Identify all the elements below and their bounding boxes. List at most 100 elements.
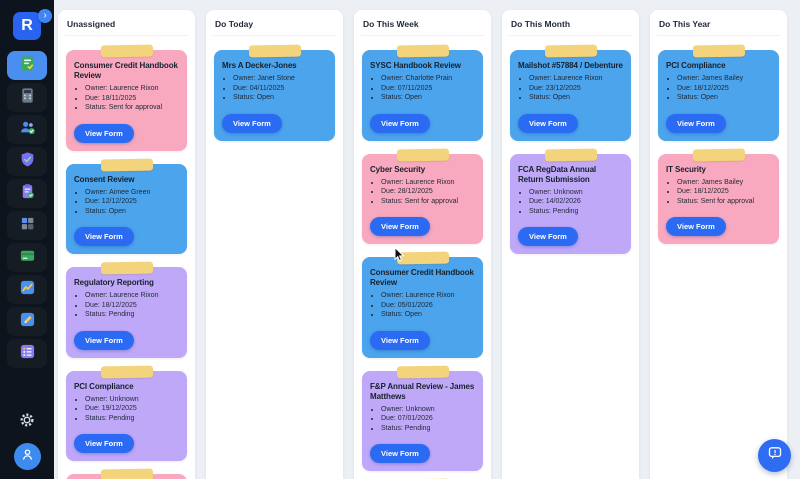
- card-detail: Due: 04/11/2025: [233, 85, 327, 92]
- view-form-button[interactable]: View Form: [370, 217, 430, 236]
- task-card[interactable]: SYSC Handbook Review Owner: Charlotte Pr…: [362, 44, 483, 141]
- view-form-button[interactable]: View Form: [518, 113, 578, 133]
- card-detail: Due: 14/02/2026: [529, 198, 623, 205]
- task-card[interactable]: Regulatory Reporting Owner: Laurence Rix…: [66, 261, 187, 358]
- column-cards: PCI Compliance Owner: James Bailey Due: 1…: [657, 36, 780, 244]
- task-card[interactable]: Cyber Security Owner: Laurence Rixon Due:…: [362, 148, 483, 244]
- sticky-tab-icon: [692, 148, 745, 161]
- task-card[interactable]: IT Security Owner: James Bailey Due: 18/1…: [658, 148, 779, 244]
- sticky-tab-icon: [396, 251, 449, 265]
- card-details: Owner: James Bailey Due: 18/12/2025 Status…: [666, 75, 771, 101]
- sidebar-expand-button[interactable]: ›: [38, 9, 52, 23]
- board-columns: Unassigned Consumer Credit Handbook Revi…: [54, 0, 800, 479]
- sticky-tab-icon: [100, 261, 153, 275]
- view-form-button[interactable]: View Form: [74, 330, 134, 350]
- person-icon: [20, 447, 35, 467]
- board-column: Do This Year PCI Compliance Owner: James…: [650, 10, 787, 479]
- task-card[interactable]: Consent Review Owner: Aimee Green Due: 12…: [66, 158, 187, 254]
- view-form-button[interactable]: View Form: [370, 330, 430, 350]
- card-detail: Owner: Laurence Rixon: [85, 85, 179, 92]
- card-detail: Due: 18/11/2025: [85, 95, 179, 102]
- card-detail: Owner: James Bailey: [677, 179, 771, 186]
- sidebar: R: [0, 0, 54, 479]
- nav-item-analytics[interactable]: [7, 275, 47, 304]
- layout-grid-icon: [19, 215, 36, 237]
- feedback-button[interactable]: [758, 439, 791, 472]
- card-detail: Owner: Laurence Rixon: [381, 179, 475, 186]
- card-detail: Status: Pending: [85, 311, 179, 318]
- view-form-button[interactable]: View Form: [370, 444, 430, 463]
- card-title: FCA RegData Annual Return Submission: [518, 164, 597, 184]
- nav-item-task-board[interactable]: [7, 51, 47, 80]
- sticky-tab-icon: [396, 44, 449, 58]
- nav-item-layouts[interactable]: [7, 211, 47, 240]
- view-form-button[interactable]: View Form: [74, 227, 134, 246]
- sticky-tab-icon: [100, 365, 153, 378]
- card-title: F&P Annual Review - James Matthews: [370, 381, 475, 401]
- task-card[interactable]: Mrs A Decker-Jones Owner: Janet Stone Due…: [214, 44, 335, 141]
- task-card[interactable]: F&P Annual Review - James Matthews Owner…: [362, 365, 483, 471]
- gear-icon: [19, 412, 35, 433]
- app-logo-letter: R: [21, 17, 33, 34]
- task-card[interactable]: PCI Compliance Owner: James Bailey Due: 1…: [658, 44, 779, 141]
- task-card[interactable]: Compliance Report - Credit Broking Owner…: [66, 468, 187, 479]
- app-logo[interactable]: R: [13, 12, 41, 40]
- nav-item-compliance[interactable]: [7, 147, 47, 176]
- card-detail: Due: 18/12/2025: [85, 302, 179, 309]
- nav-item-documents[interactable]: [7, 179, 47, 208]
- board-column: Unassigned Consumer Credit Handbook Revi…: [58, 10, 195, 479]
- card-title: PCI Compliance: [666, 61, 726, 70]
- board-column: Do This Month Mailshot #57884 / Debentur…: [502, 10, 639, 479]
- edit-pencil-icon: [19, 311, 36, 333]
- sticky-tab-icon: [544, 44, 597, 58]
- card-title: SYSC Handbook Review: [370, 61, 461, 70]
- task-card[interactable]: FCA RegData Annual Return Submission Own…: [510, 148, 631, 254]
- task-card[interactable]: PCI Compliance Owner: Unknown Due: 19/12/…: [66, 365, 187, 461]
- card-detail: Status: Open: [529, 94, 623, 101]
- user-avatar-button[interactable]: [13, 443, 41, 470]
- board-column: Do Today Mrs A Decker-Jones Owner: Janet…: [206, 10, 343, 479]
- card-details: Owner: Laurence Rixon Due: 18/12/2025 Stat…: [74, 292, 179, 318]
- nav-item-checklists[interactable]: [7, 339, 47, 368]
- card-detail: Due: 12/12/2025: [85, 198, 179, 205]
- card-details: Owner: Charlotte Prain Due: 07/11/2025 Sta…: [370, 75, 475, 101]
- card-detail: Status: Sent for approval: [381, 198, 475, 205]
- card-title: Mrs A Decker-Jones: [222, 61, 297, 70]
- nav-item-cards[interactable]: [7, 243, 47, 272]
- task-card[interactable]: Consumer Credit Handbook Review Owner: L…: [66, 44, 187, 151]
- sticky-tab-icon: [396, 365, 449, 378]
- nav-item-editor[interactable]: [7, 307, 47, 336]
- sticky-tab-icon: [396, 148, 449, 161]
- view-form-button[interactable]: View Form: [74, 123, 134, 143]
- card-details: Owner: Aimee Green Due: 12/12/2025 Status:…: [74, 189, 179, 215]
- card-details: Owner: Laurence Rixon Due: 28/12/2025 Stat…: [370, 179, 475, 205]
- column-title: Do Today: [213, 17, 336, 36]
- nav-item-contacts[interactable]: [7, 115, 47, 144]
- nav-item-calculator[interactable]: [7, 83, 47, 112]
- sticky-tab-icon: [692, 44, 745, 58]
- task-card[interactable]: Consumer Credit Handbook Review Owner: L…: [362, 251, 483, 358]
- card-title: Consumer Credit Handbook Review: [74, 61, 178, 80]
- card-detail: Due: 18/12/2025: [677, 188, 771, 195]
- settings-button[interactable]: [15, 410, 39, 434]
- view-form-button[interactable]: View Form: [74, 434, 134, 453]
- task-card[interactable]: Mailshot #57884 / Debenture Owner: Laure…: [510, 44, 631, 141]
- view-form-button[interactable]: View Form: [666, 217, 726, 236]
- column-cards: Mailshot #57884 / Debenture Owner: Laure…: [509, 36, 632, 254]
- card-detail: Owner: James Bailey: [677, 75, 771, 82]
- view-form-button[interactable]: View Form: [370, 113, 430, 133]
- column-title: Do This Week: [361, 17, 484, 36]
- view-form-button[interactable]: View Form: [222, 113, 282, 133]
- board-column: Do This Week SYSC Handbook Review Owner:…: [354, 10, 491, 479]
- chevron-right-icon: ›: [43, 10, 47, 21]
- view-form-button[interactable]: View Form: [518, 227, 578, 246]
- card-detail: Due: 07/01/2026: [381, 415, 475, 422]
- card-detail: Status: Open: [85, 208, 179, 215]
- card-detail: Due: 18/12/2025: [677, 85, 771, 92]
- card-title: Mailshot #57884 / Debenture: [518, 61, 623, 70]
- sidebar-bottom: [13, 410, 41, 479]
- column-title: Do This Year: [657, 17, 780, 36]
- view-form-button[interactable]: View Form: [666, 113, 726, 133]
- card-detail: Status: Pending: [529, 208, 623, 215]
